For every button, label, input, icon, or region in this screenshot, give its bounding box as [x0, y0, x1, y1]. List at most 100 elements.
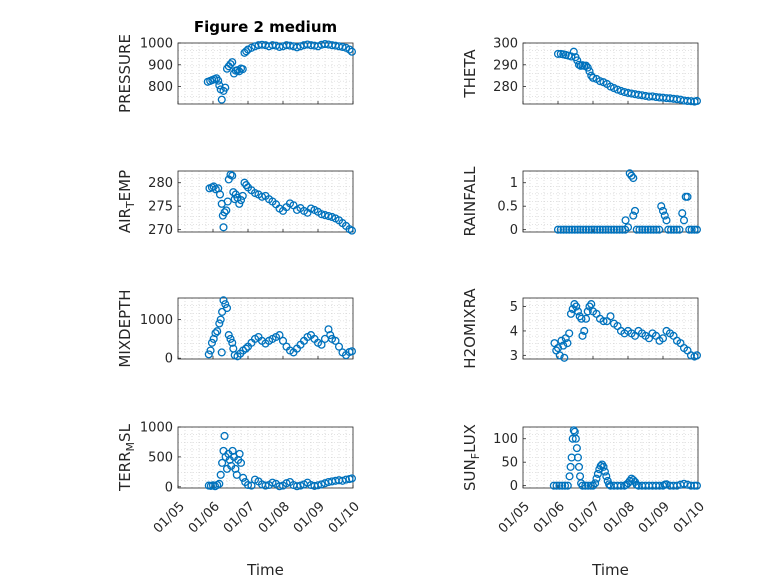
data-series	[553, 169, 701, 234]
data-point	[692, 96, 701, 105]
x-tick-label: 01/07	[566, 499, 603, 536]
data-point	[568, 434, 577, 443]
data-point	[675, 225, 684, 234]
x-tick-label: 01/10	[326, 499, 363, 536]
x-tick-label: 01/05	[496, 499, 533, 536]
data-point	[686, 481, 696, 490]
data-point	[220, 208, 229, 217]
x-tick-label: 01/09	[636, 499, 673, 536]
data-point	[599, 462, 608, 471]
data-point	[692, 225, 701, 234]
data-point	[615, 225, 624, 234]
data-point	[672, 225, 681, 234]
data-point	[609, 225, 619, 234]
data-point	[563, 481, 572, 490]
data-point	[215, 190, 225, 199]
minor-grid	[178, 298, 353, 359]
data-point	[239, 473, 248, 482]
y-tick-label: 3	[510, 349, 518, 364]
data-point	[226, 60, 235, 69]
data-point	[215, 479, 224, 488]
minor-grid	[178, 427, 353, 488]
data-point	[581, 61, 591, 70]
data-point	[595, 225, 605, 234]
data-point	[581, 225, 591, 234]
data-point	[553, 49, 563, 58]
data-point	[226, 334, 235, 343]
data-point	[219, 223, 228, 232]
axes-box	[522, 297, 699, 360]
data-series	[204, 431, 357, 491]
chart-title: Figure 2 medium	[194, 18, 337, 36]
y-tick-label: 0	[510, 223, 518, 238]
data-point	[268, 478, 277, 487]
data-point	[599, 317, 608, 326]
data-point	[595, 77, 605, 86]
data-point	[598, 225, 607, 234]
data-point	[567, 225, 577, 234]
data-point	[555, 351, 564, 360]
y-tick-label: 300	[493, 37, 518, 52]
data-point	[549, 481, 558, 490]
data-point	[679, 216, 689, 225]
data-point	[657, 202, 666, 211]
data-point	[655, 225, 664, 234]
data-point	[334, 342, 344, 351]
data-point	[204, 350, 213, 359]
data-point	[666, 225, 676, 234]
data-point	[223, 197, 232, 206]
y-tick-label: 500	[148, 450, 173, 465]
data-point	[576, 225, 585, 234]
y-tick-label: 290	[493, 58, 518, 73]
data-point	[206, 346, 215, 355]
axes-box	[177, 297, 354, 360]
subplot-pressure: 800 900 1000 PRESSURE Figure 2 medium	[116, 18, 357, 113]
data-series	[205, 170, 357, 235]
data-point	[593, 225, 602, 234]
data-point	[630, 206, 640, 215]
x-tick-label: 01/08	[256, 499, 293, 536]
data-point	[569, 47, 578, 56]
data-point	[683, 192, 692, 201]
y-axis-label: PRESSURE	[116, 34, 134, 113]
data-point	[573, 56, 582, 65]
y-tick-label: 0	[165, 480, 173, 495]
data-point	[566, 462, 575, 471]
data-point	[632, 225, 641, 234]
data-point	[236, 458, 246, 467]
data-series	[204, 296, 357, 361]
data-point	[602, 472, 611, 481]
data-point	[592, 474, 601, 483]
data-point	[613, 85, 622, 94]
data-point	[638, 225, 647, 234]
data-series	[553, 47, 701, 106]
data-point	[296, 481, 305, 490]
data-point	[591, 479, 600, 488]
data-point	[687, 225, 696, 234]
data-point	[278, 336, 288, 345]
y-tick-label: 275	[148, 200, 173, 215]
data-point	[580, 326, 589, 335]
data-point	[243, 480, 253, 490]
data-point	[623, 223, 633, 232]
data-point	[584, 481, 593, 490]
minor-grid	[523, 298, 698, 359]
data-point	[572, 302, 581, 311]
data-point	[222, 206, 231, 215]
data-point	[570, 225, 579, 234]
axes-box	[522, 42, 699, 105]
data-point	[216, 470, 225, 479]
data-point	[581, 314, 591, 323]
data-point	[292, 43, 302, 52]
y-tick-label: 50	[501, 456, 518, 471]
data-point	[607, 225, 616, 234]
y-tick-label: 900	[148, 58, 173, 73]
y-axis-label: RAINFALL	[461, 166, 479, 237]
data-point	[616, 86, 626, 95]
y-axis-label: TERRMSL	[116, 423, 137, 492]
y-tick-label: 800	[148, 80, 173, 95]
data-point	[583, 307, 592, 316]
data-point	[221, 83, 230, 92]
data-point	[347, 347, 357, 356]
